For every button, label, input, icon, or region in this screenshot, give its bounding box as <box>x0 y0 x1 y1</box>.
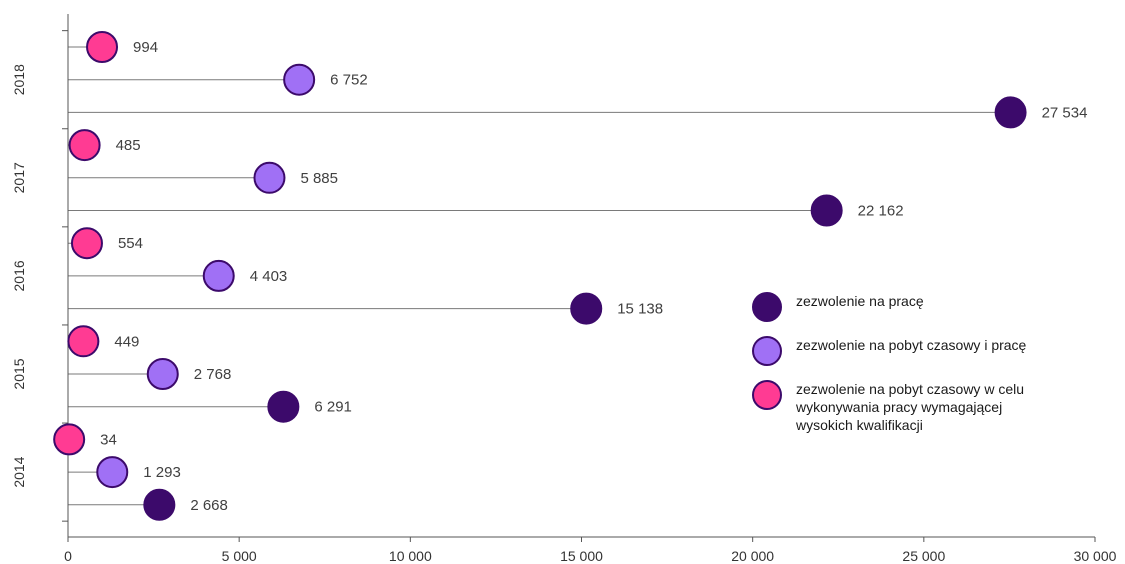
lollipop-point <box>994 96 1027 129</box>
lollipop-point <box>267 390 300 423</box>
y-category-label: 2014 <box>11 456 27 487</box>
lollipop-point <box>96 456 129 489</box>
x-tick-label: 20 000 <box>731 548 774 564</box>
lollipop-point <box>68 129 101 162</box>
data-label: 5 885 <box>300 170 338 187</box>
lollipop-point <box>570 292 603 325</box>
lollipop-point <box>283 63 316 96</box>
legend: zezwolenie na pracę zezwolenie na pobyt … <box>752 292 1112 448</box>
x-tick-label: 10 000 <box>389 548 432 564</box>
x-tick-label: 25 000 <box>902 548 945 564</box>
data-label: 22 162 <box>858 203 904 220</box>
lollipop-point <box>253 161 286 194</box>
points-group <box>53 31 1027 521</box>
data-label: 6 752 <box>330 72 368 89</box>
lollipop-point <box>70 227 103 260</box>
legend-label-residence-work-permit: zezwolenie na pobyt czasowy i pracę <box>796 337 1027 353</box>
x-tick-label: 30 000 <box>1074 548 1117 564</box>
legend-marker-high-skill-permit <box>752 380 782 410</box>
labels-group: 994 6 752 27 534 485 5 885 22 162 554 4 403 15 1… <box>100 39 1087 514</box>
lollipop-point <box>67 325 100 358</box>
data-label: 34 <box>100 431 117 448</box>
legend-label-work-permit: zezwolenie na pracę <box>796 293 924 309</box>
data-label: 2 668 <box>190 497 228 514</box>
legend-item-high-skill-permit: zezwolenie na pobyt czasowy w celu wykon… <box>752 380 1112 434</box>
legend-marker-residence-work-permit <box>752 336 782 366</box>
data-label: 994 <box>133 39 158 56</box>
lollipop-point <box>202 259 235 292</box>
x-tick-label: 5 000 <box>222 548 257 564</box>
y-category-label: 2018 <box>11 64 27 95</box>
lollipop-point <box>143 488 176 521</box>
data-label: 1 293 <box>143 464 181 481</box>
legend-marker-work-permit <box>752 292 782 322</box>
x-tick-label: 0 <box>64 548 72 564</box>
data-label: 6 291 <box>314 399 352 416</box>
lollipop-point <box>810 194 843 227</box>
legend-label-high-skill-permit: zezwolenie na pobyt czasowy w celu wykon… <box>796 381 1025 433</box>
lollipop-point <box>146 358 179 390</box>
data-label: 27 534 <box>1042 104 1088 121</box>
axes-group: 0 5 000 10 000 15 000 20 000 25 000 30 000 2018… <box>11 14 1117 564</box>
legend-item-residence-work-permit: zezwolenie na pobyt czasowy i pracę <box>752 336 1112 366</box>
data-label: 15 138 <box>617 301 663 318</box>
data-label: 554 <box>118 235 143 252</box>
lollipop-point <box>86 31 119 63</box>
data-label: 485 <box>116 137 141 154</box>
y-category-label: 2015 <box>11 358 27 389</box>
data-label: 4 403 <box>250 268 288 285</box>
legend-item-work-permit: zezwolenie na pracę <box>752 292 1112 322</box>
y-category-label: 2016 <box>11 260 27 291</box>
x-tick-label: 15 000 <box>560 548 603 564</box>
data-label: 2 768 <box>194 366 232 383</box>
y-category-label: 2017 <box>11 162 27 193</box>
lollipop-point <box>53 423 86 456</box>
data-label: 449 <box>114 333 139 350</box>
